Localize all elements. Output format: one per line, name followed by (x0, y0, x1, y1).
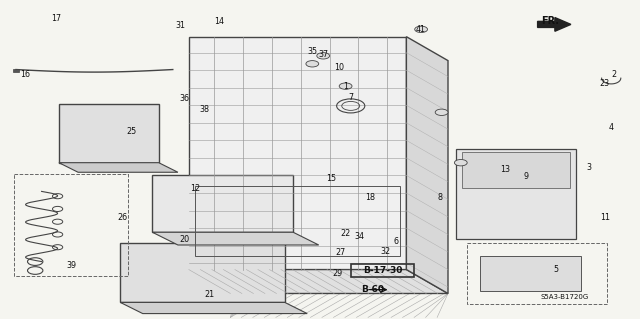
Polygon shape (59, 163, 178, 172)
Polygon shape (462, 152, 570, 188)
Polygon shape (59, 104, 159, 163)
Polygon shape (406, 37, 448, 293)
Text: 35: 35 (307, 47, 317, 56)
Polygon shape (120, 302, 307, 314)
Polygon shape (152, 232, 319, 245)
Polygon shape (189, 270, 448, 293)
Text: 32: 32 (380, 247, 390, 256)
Text: 27: 27 (335, 248, 346, 257)
Text: 26: 26 (118, 213, 128, 222)
Text: 15: 15 (326, 174, 337, 182)
Text: 1: 1 (343, 82, 348, 91)
Text: 2: 2 (612, 70, 617, 79)
Text: 29: 29 (333, 269, 343, 278)
Text: 12: 12 (190, 184, 200, 193)
Text: 41: 41 (416, 25, 426, 34)
Text: B-17-30: B-17-30 (363, 266, 403, 275)
Text: 38: 38 (200, 105, 210, 114)
Circle shape (339, 83, 352, 89)
Text: 25: 25 (126, 127, 136, 136)
Text: 5: 5 (553, 265, 558, 274)
Polygon shape (189, 37, 406, 270)
Text: 14: 14 (214, 17, 224, 26)
Polygon shape (480, 256, 581, 291)
Text: S5A3-B1720G: S5A3-B1720G (540, 294, 589, 300)
Circle shape (435, 109, 448, 115)
Text: 34: 34 (355, 232, 365, 241)
Text: 13: 13 (500, 165, 511, 174)
Text: 18: 18 (365, 193, 375, 202)
Text: 16: 16 (20, 70, 31, 78)
Text: FR.: FR. (541, 16, 559, 26)
Circle shape (306, 61, 319, 67)
Text: 23: 23 (599, 79, 609, 88)
Text: 20: 20 (179, 235, 189, 244)
Polygon shape (538, 18, 571, 31)
Text: 17: 17 (51, 14, 61, 23)
Text: 36: 36 (179, 94, 189, 103)
Text: 21: 21 (205, 290, 215, 299)
Text: 8: 8 (438, 193, 443, 202)
Text: 11: 11 (600, 213, 611, 222)
Text: 10: 10 (334, 63, 344, 72)
Circle shape (317, 53, 330, 59)
Text: 3: 3 (586, 163, 591, 172)
Text: 31: 31 (175, 21, 186, 30)
Polygon shape (120, 243, 285, 302)
Circle shape (415, 26, 428, 33)
Text: 7: 7 (348, 93, 353, 102)
Text: 9: 9 (524, 172, 529, 181)
Polygon shape (152, 175, 293, 232)
Circle shape (454, 160, 467, 166)
Text: 22: 22 (340, 229, 351, 238)
Text: 6: 6 (393, 237, 398, 246)
Bar (13, 69, 19, 72)
Text: B-60: B-60 (361, 285, 384, 294)
Polygon shape (456, 149, 576, 239)
Text: 37: 37 (318, 50, 328, 59)
Text: 4: 4 (609, 123, 614, 132)
Text: 39: 39 (67, 261, 77, 270)
